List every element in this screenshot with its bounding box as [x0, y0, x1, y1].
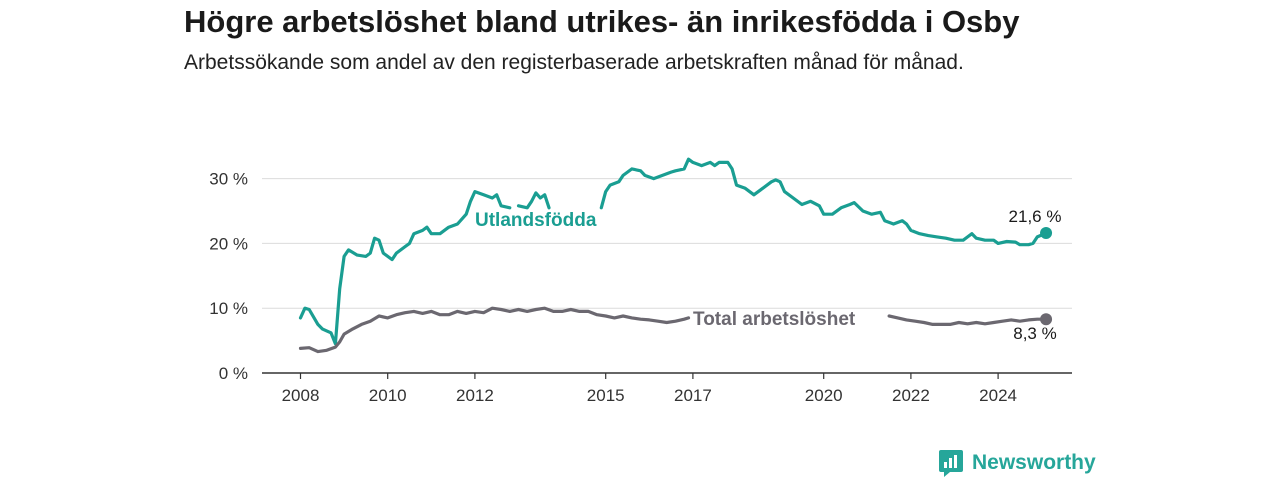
series-end-dot-total — [1040, 313, 1053, 326]
newsworthy-logo-icon — [939, 450, 963, 477]
series-line-utlandsfodda — [298, 157, 1048, 346]
x-tick-label: 2024 — [979, 386, 1017, 405]
x-tick-label: 2015 — [587, 386, 625, 405]
end-value-label-total: 8,3 % — [1013, 324, 1056, 343]
x-tick-label: 2020 — [805, 386, 843, 405]
chart-title: Högre arbetslöshet bland utrikes- än inr… — [184, 4, 1020, 39]
series-line-total — [298, 306, 1048, 354]
y-tick-label: 30 % — [209, 170, 248, 189]
axes: 0 % 10 % 20 % 30 % 2008 2010 2012 2015 2017 2020 2… — [209, 170, 1072, 405]
x-tick-label: 2012 — [456, 386, 494, 405]
x-tick-label: 2017 — [674, 386, 712, 405]
chart-subtitle: Arbetssökande som andel av den registerb… — [184, 51, 964, 74]
series-labels: Utlandsfödda Total arbetslöshet 21,6 % 8… — [475, 207, 1061, 343]
y-tick-label: 20 % — [209, 234, 248, 253]
y-tick-label: 0 % — [219, 364, 248, 383]
series-end-dot-utlandsfodda — [1040, 227, 1053, 240]
series-lines — [298, 157, 1053, 354]
gridlines — [262, 178, 1072, 309]
x-tick-label: 2010 — [369, 386, 407, 405]
brand-name: Newsworthy — [972, 451, 1096, 474]
y-tick-label: 10 % — [209, 299, 248, 318]
series-label-total: Total arbetslöshet — [693, 309, 856, 330]
end-value-label-utlandsfodda: 21,6 % — [1009, 207, 1062, 226]
x-tick-label: 2022 — [892, 386, 930, 405]
series-label-utlandsfodda: Utlandsfödda — [475, 210, 597, 231]
x-tick-label: 2008 — [282, 386, 320, 405]
brand-logo: Newsworthy — [938, 448, 1096, 478]
